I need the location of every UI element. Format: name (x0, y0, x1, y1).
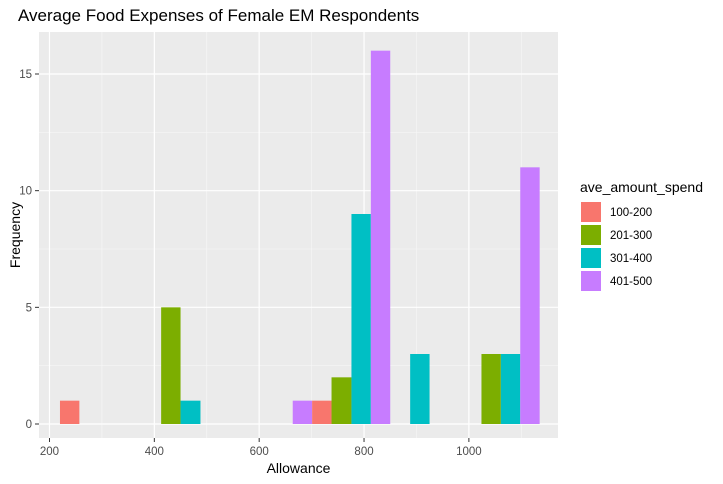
bar-401-500-1 (292, 400, 313, 424)
legend-title: ave_amount_spend (580, 179, 703, 195)
bar-301-400-9 (351, 214, 371, 424)
y-tick-label: 5 (26, 302, 32, 314)
bar-100-200-1 (59, 400, 80, 424)
bar-100-200-1 (312, 400, 332, 424)
legend: ave_amount_spend 100-200 201-300 301-400 40… (580, 179, 703, 291)
bar-401-500-16 (370, 50, 391, 425)
bar-201-300-5 (161, 307, 181, 424)
legend-swatch-201-300 (581, 225, 601, 245)
y-tick-label: 10 (19, 186, 32, 198)
bar-201-300-3 (481, 354, 501, 424)
x-axis-label: Allowance (267, 460, 331, 476)
legend-label: 201-300 (610, 230, 652, 242)
y-axis: 0 5 10 15 (19, 69, 39, 431)
x-tick-label: 200 (40, 446, 59, 458)
legend-label: 301-400 (610, 253, 652, 265)
bar-401-500-11 (520, 167, 540, 425)
x-axis: 200 400 600 800 1000 (40, 438, 482, 458)
legend-swatch-401-500 (581, 271, 601, 291)
legend-label: 401-500 (610, 276, 652, 288)
bar-301-400-1 (180, 400, 201, 424)
y-tick-label: 0 (26, 419, 32, 431)
legend-label: 100-200 (610, 207, 652, 219)
y-tick-label: 15 (19, 69, 32, 81)
bar-301-400-3 (410, 354, 430, 424)
x-tick-label: 800 (354, 446, 373, 458)
plot-panel (39, 32, 558, 438)
legend-swatch-100-200 (581, 202, 601, 222)
x-tick-label: 1000 (456, 446, 482, 458)
legend-swatch-301-400 (581, 248, 601, 268)
bar-301-400-3 (500, 354, 521, 424)
x-tick-label: 600 (250, 446, 269, 458)
bar-201-300-2 (331, 377, 352, 424)
x-tick-label: 400 (145, 446, 164, 458)
chart-title: Average Food Expenses of Female EM Respo… (18, 6, 420, 25)
y-axis-label: Frequency (7, 202, 23, 268)
bars-group (59, 50, 540, 425)
